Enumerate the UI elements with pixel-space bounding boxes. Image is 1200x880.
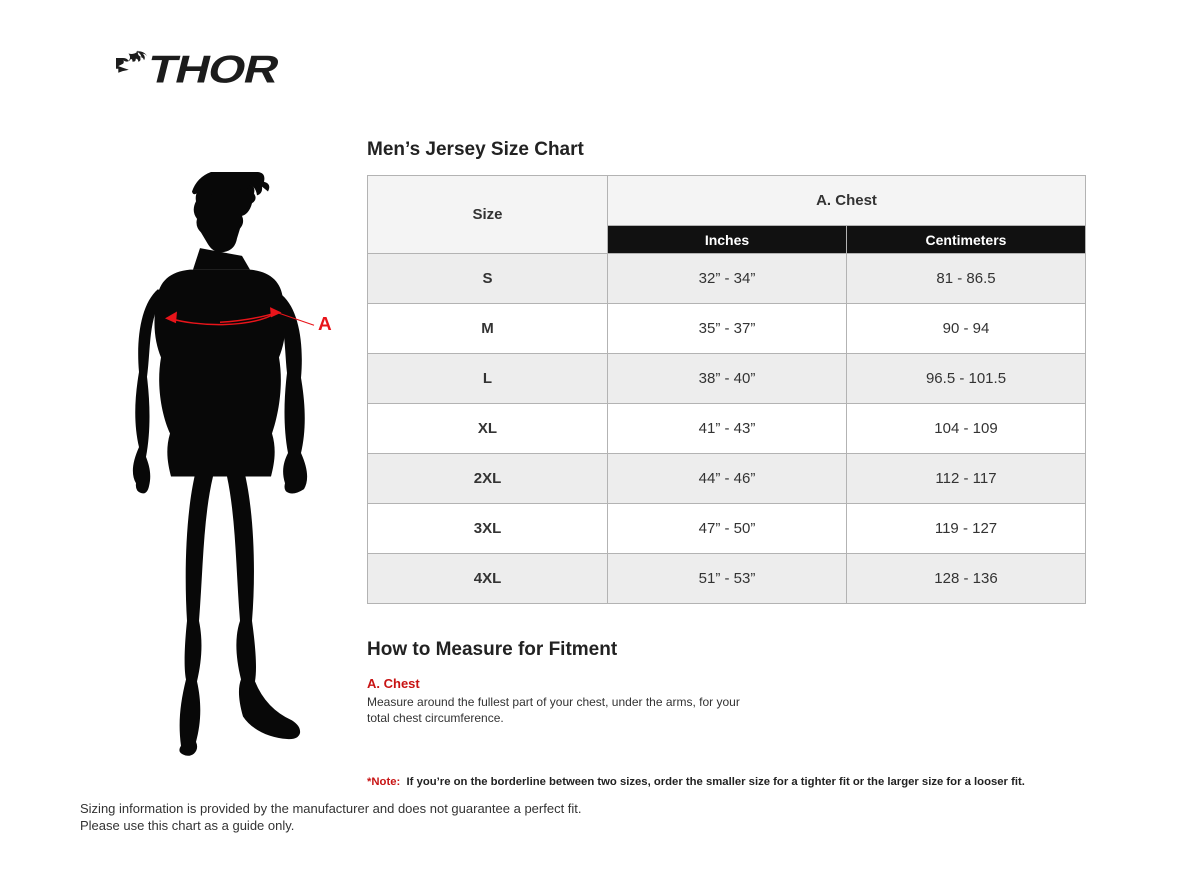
svg-text:A: A (318, 313, 332, 334)
